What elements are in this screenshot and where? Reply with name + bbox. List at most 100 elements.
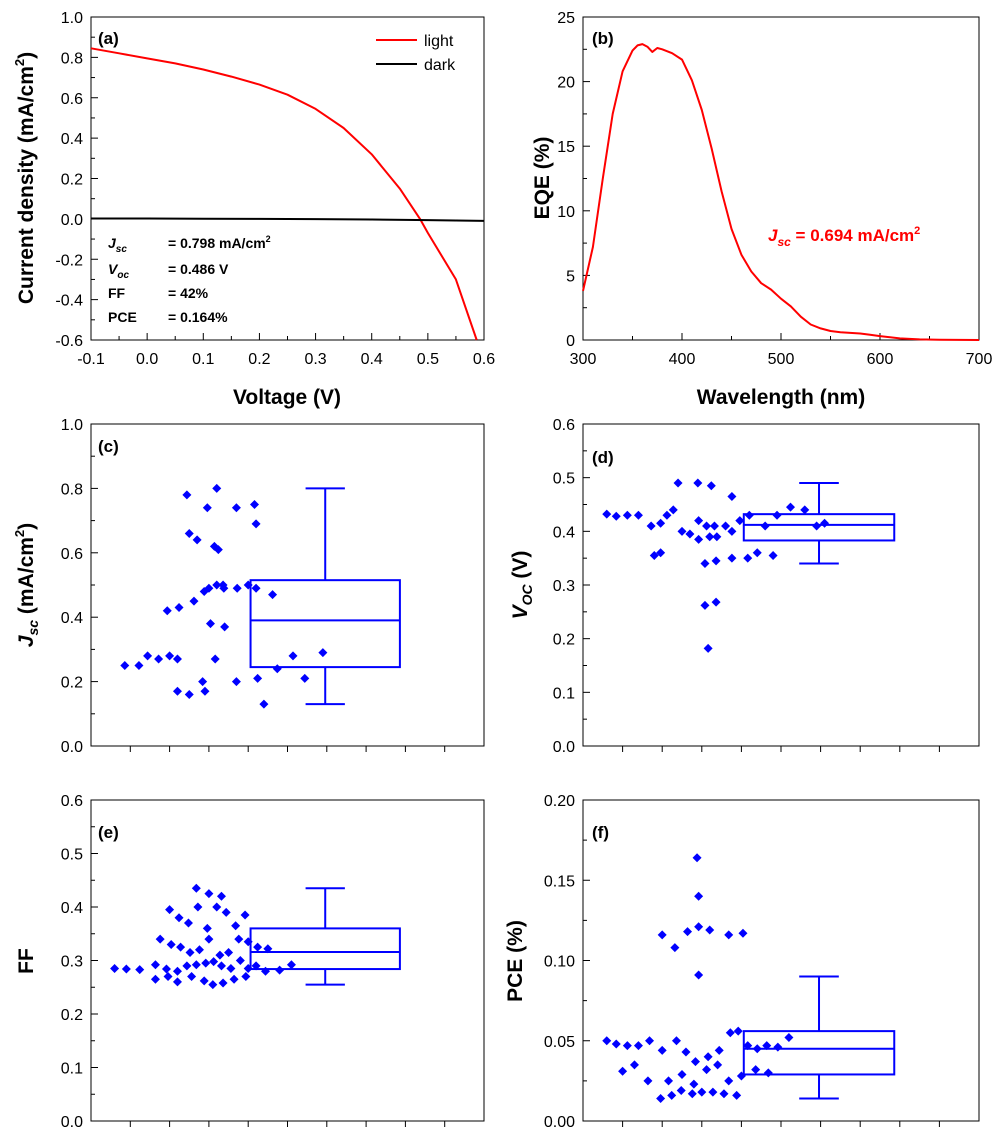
y-tick-label: 0.0 — [61, 739, 83, 756]
data-point — [662, 510, 672, 520]
voc-label: Voc — [108, 261, 129, 281]
y-tick-label: 20 — [557, 75, 575, 92]
panel-f: 0.00 0.05 0.10 0.15 0.20 (f) PCE (%) — [504, 793, 980, 1129]
y-tick-label: 15 — [557, 139, 575, 156]
data-point — [231, 921, 241, 931]
data-point — [187, 972, 197, 982]
data-point — [155, 934, 165, 944]
data-point — [212, 902, 222, 912]
data-point — [172, 654, 182, 664]
data-point — [700, 559, 710, 569]
data-point — [165, 905, 175, 915]
data-point — [656, 548, 666, 558]
data-point — [667, 1090, 677, 1100]
legend: light dark — [376, 33, 456, 74]
data-point — [719, 1089, 729, 1099]
data-point — [664, 1076, 674, 1086]
data-point — [724, 1076, 734, 1086]
data-point — [286, 960, 296, 970]
x-tick-label: 0.1 — [192, 351, 214, 368]
data-point — [712, 532, 722, 542]
y-tick-label: 1.0 — [61, 10, 83, 27]
data-point — [194, 945, 204, 955]
y-tick-label: 0.0 — [61, 212, 83, 229]
x-tick-label: 700 — [966, 351, 993, 368]
data-point — [218, 580, 228, 590]
data-point — [253, 942, 263, 952]
data-point — [773, 1042, 783, 1052]
series-line-series-0 — [582, 43, 980, 341]
y-axis-title: FF — [15, 948, 38, 974]
data-point — [760, 521, 770, 531]
data-point — [272, 664, 282, 674]
panel-label: (f) — [592, 823, 609, 842]
data-point — [668, 505, 678, 515]
data-point — [657, 1045, 667, 1055]
data-point — [727, 526, 737, 536]
data-point — [738, 928, 748, 938]
data-point — [820, 518, 830, 528]
data-point — [209, 957, 219, 967]
axis-ticks: 0.0 0.1 0.2 0.3 0.4 0.5 0.6 — [61, 793, 446, 1129]
plot-frame — [582, 423, 980, 747]
data-point — [134, 661, 144, 670]
data-point — [700, 600, 710, 610]
data-point — [694, 922, 704, 932]
data-point — [200, 686, 210, 696]
plot-series — [602, 478, 896, 653]
data-point — [121, 964, 131, 974]
data-point — [751, 1065, 761, 1075]
data-point — [198, 677, 208, 687]
data-point — [714, 1045, 724, 1055]
data-point — [150, 960, 160, 970]
data-point — [221, 907, 231, 917]
data-point — [205, 619, 215, 629]
y-tick-label: 0.1 — [553, 685, 575, 702]
y-axis-title: Jsc (mA/cm2) — [12, 523, 41, 647]
y-tick-label: 0.4 — [61, 131, 83, 148]
data-point — [218, 978, 228, 988]
data-point — [174, 603, 184, 613]
axis-ticks: 0.0 0.2 0.4 0.6 0.8 1.0 — [61, 417, 446, 756]
data-point — [733, 1026, 743, 1036]
data-point — [702, 521, 712, 531]
data-point — [692, 853, 702, 863]
data-point — [192, 535, 202, 545]
data-point — [649, 550, 659, 560]
y-tick-label: 0.2 — [553, 632, 575, 649]
pce-label: PCE — [108, 309, 137, 325]
data-point — [163, 972, 173, 982]
x-tick-label: 0.4 — [361, 351, 383, 368]
x-tick-label: 0.5 — [417, 351, 439, 368]
data-point — [241, 972, 251, 982]
x-tick-label: 400 — [669, 351, 696, 368]
data-point — [184, 528, 194, 538]
data-point — [711, 597, 721, 607]
data-point — [216, 891, 226, 901]
data-point — [724, 930, 734, 940]
data-point — [646, 521, 656, 531]
panel-c: 0.0 0.2 0.4 0.6 0.8 1.0 (c) Jsc (mA/cm2) — [12, 417, 485, 756]
data-point — [732, 1090, 742, 1100]
panel-d: 0.0 0.1 0.2 0.3 0.4 0.5 0.6 (d) VOC (V) — [509, 417, 980, 756]
plot-series — [582, 43, 980, 341]
data-point — [288, 651, 298, 661]
data-point — [633, 1041, 643, 1051]
data-point — [240, 910, 250, 920]
data-point — [611, 511, 621, 521]
plot-series — [90, 47, 485, 341]
data-point — [721, 521, 731, 531]
data-point — [172, 977, 182, 987]
data-point — [705, 925, 715, 935]
data-point — [706, 481, 716, 491]
data-point — [784, 1033, 794, 1043]
plot-series — [602, 853, 896, 1104]
data-point — [191, 883, 201, 893]
y-tick-label: 0.5 — [61, 847, 83, 864]
data-point — [224, 947, 234, 957]
data-point — [231, 503, 241, 513]
panel-label: (d) — [592, 448, 614, 467]
x-tick-label: 500 — [768, 351, 795, 368]
data-point — [213, 545, 223, 555]
